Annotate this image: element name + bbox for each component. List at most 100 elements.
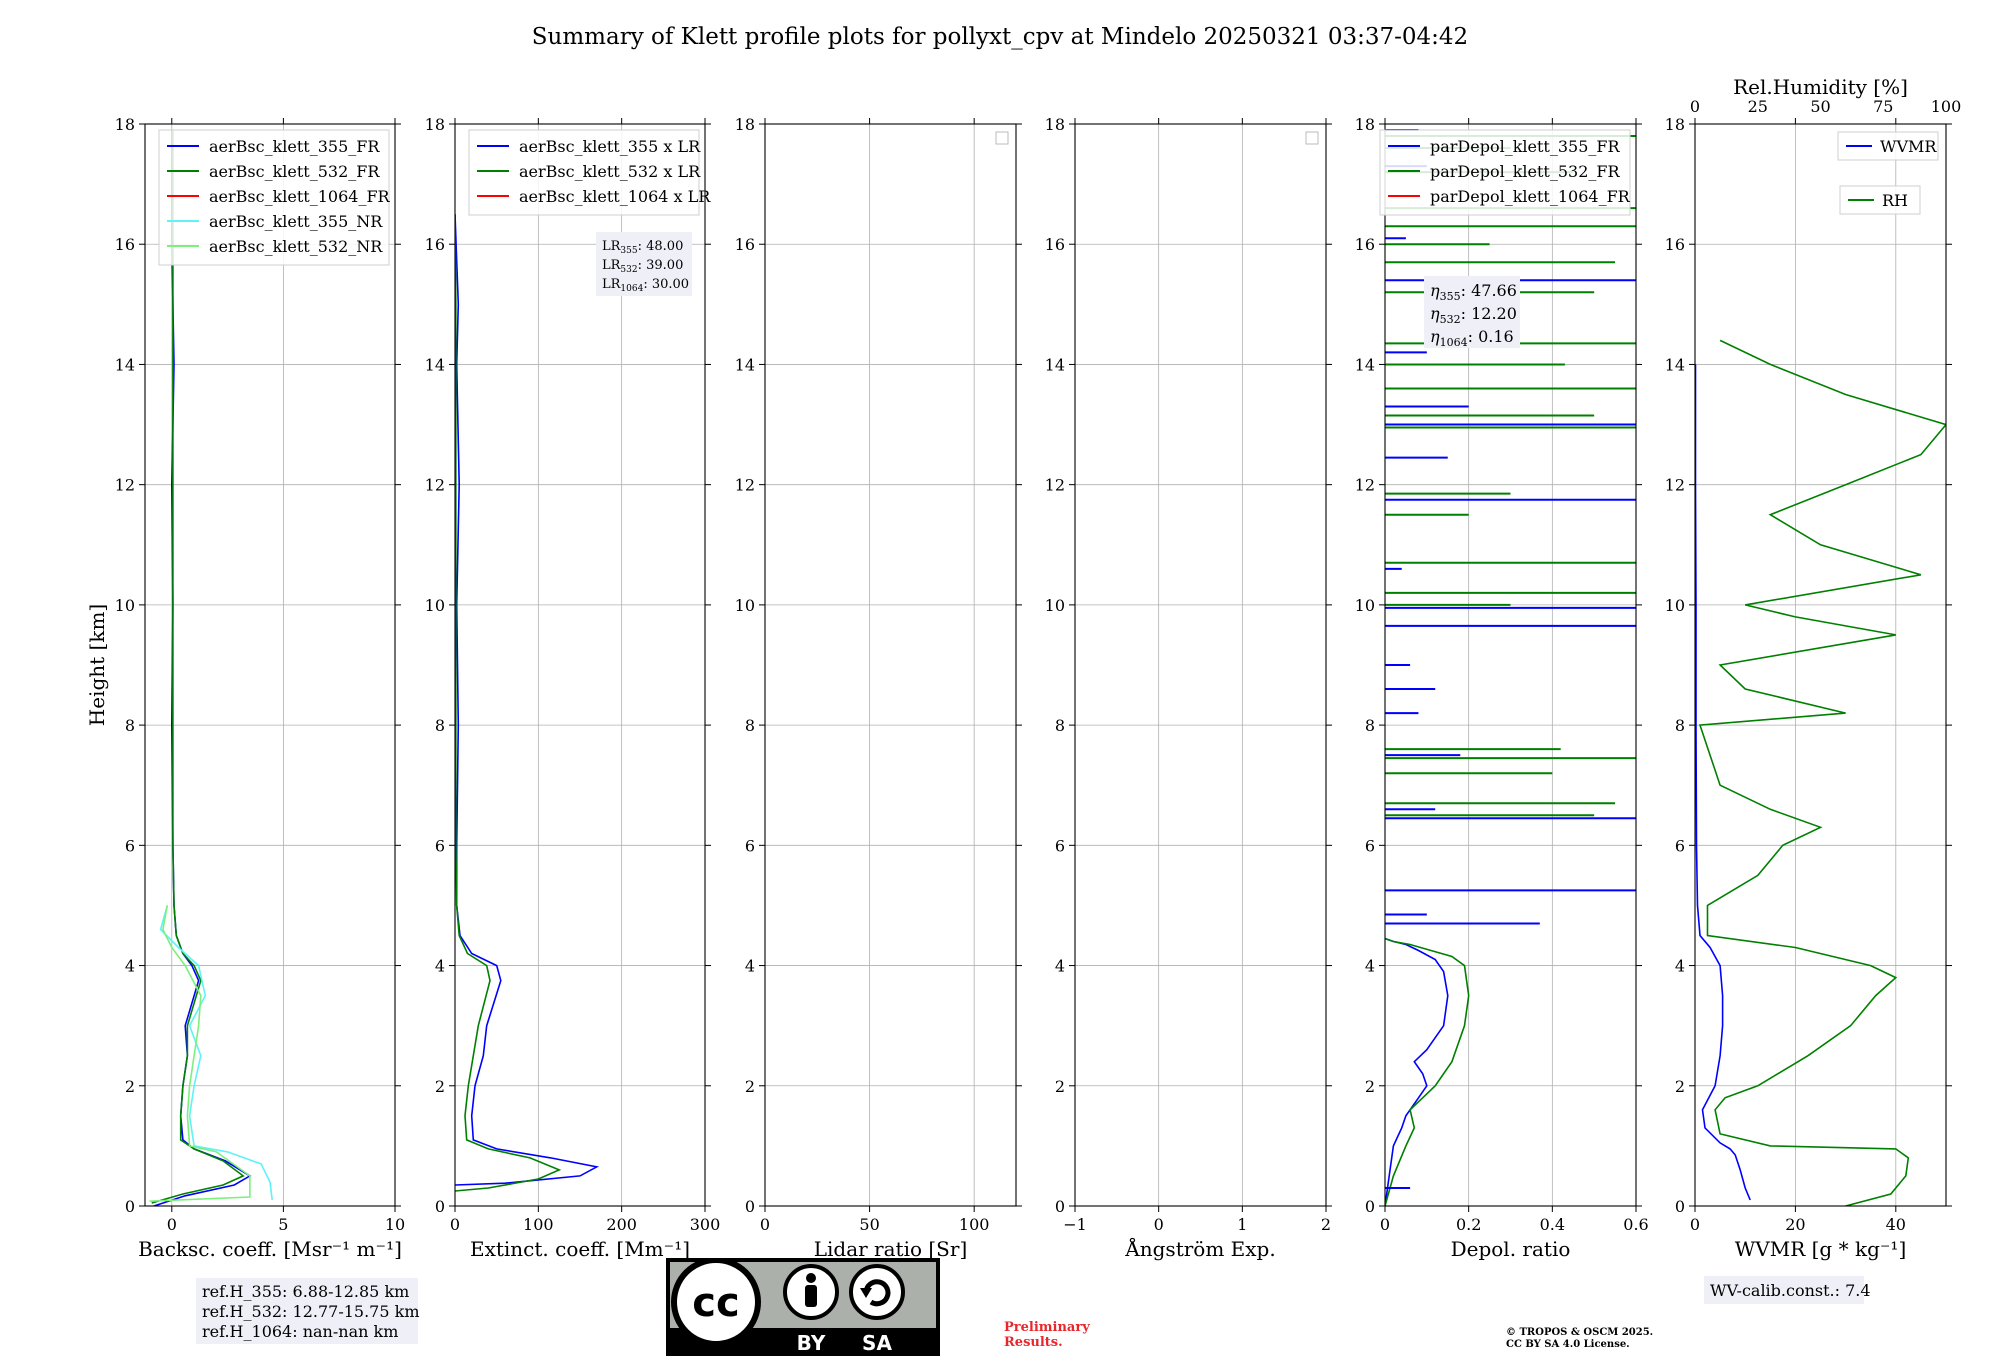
lidar-ratio-subscript: 532 <box>620 265 637 275</box>
lidar-ratio-value: 39.00 <box>646 258 683 273</box>
x-tick-label: 0 <box>1380 1215 1390 1234</box>
series-line-aerBsc_klett_355 x LR <box>455 214 600 1186</box>
top-x-tick-label: 75 <box>1873 97 1893 116</box>
top-x-tick-label: 50 <box>1810 97 1830 116</box>
eta-subscript: 1064 <box>1440 336 1468 349</box>
axes-frame <box>144 123 396 1207</box>
eta-sep: : <box>1461 281 1471 300</box>
series-line-aerBsc_klett_532_FR <box>151 130 245 1204</box>
wv-calib-box: WV-calib.const.: 7.4 <box>1704 1276 1871 1304</box>
legend-rh: RH <box>1839 185 1921 215</box>
y-tick-label: 10 <box>1045 596 1065 615</box>
series-group <box>1695 339 1946 1206</box>
y-tick-label: 12 <box>115 476 135 495</box>
x-tick-label: −1 <box>1063 1215 1087 1234</box>
legend-bsc: aerBsc_klett_355_FR aerBsc_klett_532_FRae… <box>158 129 391 266</box>
wv-calib-text: WV-calib.const.: 7.4 <box>1710 1281 1871 1300</box>
y-tick-label: 12 <box>1355 476 1375 495</box>
y-tick-label: 10 <box>115 596 135 615</box>
lidar-ratio-sep: : <box>638 239 647 254</box>
x-tick-label: 5 <box>278 1215 288 1234</box>
x-tick-label: 2 <box>1321 1215 1331 1234</box>
legend-label: RH <box>1882 191 1908 210</box>
axes-frame <box>1074 123 1327 1207</box>
series-line-parDepol_klett_532_FR <box>1385 937 1470 1206</box>
legend-ext: aerBsc_klett_355 x LR aerBsc_klett_532 x … <box>468 129 711 216</box>
y-tick-label: 10 <box>425 596 445 615</box>
x-tick-label: 0.6 <box>1623 1215 1648 1234</box>
y-tick-label: 18 <box>115 115 135 134</box>
y-tick-label: 14 <box>1355 355 1375 374</box>
legend-wvmr: WVMR <box>1837 131 1939 161</box>
y-tick-label: 18 <box>1355 115 1375 134</box>
y-tick-label: 14 <box>115 355 135 374</box>
y-tick-label: 12 <box>1665 476 1685 495</box>
y-tick-label: 10 <box>1355 596 1375 615</box>
y-tick-label: 6 <box>1055 836 1065 855</box>
figure-title: Summary of Klett profile plots for polly… <box>532 24 1468 50</box>
legend-frame <box>158 129 390 266</box>
y-tick-label: 12 <box>735 476 755 495</box>
cc-icon-label: cc <box>692 1280 739 1326</box>
x-tick-label: 1 <box>1237 1215 1247 1234</box>
lidar-ratio-value: 30.00 <box>652 277 689 292</box>
top-x-tick-label: 0 <box>1690 97 1700 116</box>
axes-frame <box>1384 123 1637 1207</box>
y-tick-label: 16 <box>1045 235 1065 254</box>
y-tick-label: 4 <box>1675 957 1685 976</box>
y-tick-label: 0 <box>1675 1197 1685 1216</box>
series-line-WVMR <box>1695 364 1751 1201</box>
y-tick-label: 0 <box>1365 1197 1375 1216</box>
y-tick-label: 10 <box>1665 596 1685 615</box>
eta-label: η532: 12.20 <box>1430 304 1517 326</box>
eta-symbol: η <box>1430 281 1440 300</box>
y-tick-label: 2 <box>1055 1077 1065 1096</box>
y-tick-label: 18 <box>735 115 755 134</box>
preliminary-line-1: Preliminary <box>1004 1320 1090 1335</box>
legend-label: aerBsc_klett_1064_FR <box>209 187 391 206</box>
series-line-parDepol_klett_355_FR <box>1385 937 1449 1206</box>
y-tick-label: 14 <box>1665 355 1685 374</box>
x-axis-label: Ångström Exp. <box>1124 1236 1275 1261</box>
y-tick-label: 8 <box>1675 716 1685 735</box>
ref-height-text: ref.H_1064: nan-nan km <box>202 1322 398 1341</box>
y-axis-label: Height [km] <box>85 604 109 726</box>
x-tick-label: 10 <box>385 1215 405 1234</box>
x-axis-label: Lidar ratio [Sr] <box>814 1237 968 1261</box>
panel-depol: 0 0.2 0.4 0.6 0 2 4 6 8 10 12 14 16 18 Depol. ratio par… <box>1355 115 1649 1261</box>
lidar-ratio-value: 48.00 <box>646 239 683 254</box>
x-tick-label: 40 <box>1886 1215 1906 1234</box>
series-line-aerBsc_klett_355_NR <box>159 905 273 1201</box>
y-tick-label: 18 <box>1045 115 1065 134</box>
cc-by-sa-badge: cc BY SA <box>666 1257 940 1356</box>
copyright-line-1: © TROPOS & OSCM 2025. <box>1506 1327 1654 1338</box>
y-tick-label: 12 <box>1045 476 1065 495</box>
x-axis-label: Backsc. coeff. [Msr⁻¹ m⁻¹] <box>138 1237 402 1261</box>
y-tick-label: 14 <box>735 355 755 374</box>
y-tick-label: 6 <box>1365 836 1375 855</box>
y-tick-label: 10 <box>735 596 755 615</box>
y-tick-label: 2 <box>745 1077 755 1096</box>
eta-value: 12.20 <box>1471 304 1517 323</box>
copyright-note: © TROPOS & OSCM 2025. CC BY SA 4.0 Licen… <box>1506 1327 1653 1351</box>
badge-sa-label: SA <box>862 1331 892 1355</box>
annotation-bg <box>196 1278 418 1344</box>
legend-frame <box>468 129 700 216</box>
x-axis-label: Extinct. coeff. [Mm⁻¹] <box>470 1237 690 1261</box>
x-tick-label: 0.2 <box>1456 1215 1481 1234</box>
legend-label: aerBsc_klett_532_FR <box>209 162 380 181</box>
y-tick-label: 4 <box>1055 957 1065 976</box>
x-axis-label: WVMR [g * kg⁻¹] <box>1735 1237 1907 1261</box>
annotation-bg <box>1424 276 1520 348</box>
lidar-ratio-label: LR355: 48.00 <box>602 239 683 256</box>
legend-frame <box>1379 129 1631 216</box>
series-line-aerBsc_klett_532 x LR <box>455 214 562 1192</box>
panel-lr: 0 50 100 0 2 4 6 8 10 12 14 16 18 Lidar ratio [Sr] <box>735 115 1022 1261</box>
y-tick-label: 16 <box>425 235 445 254</box>
eta-subscript: 355 <box>1440 290 1461 303</box>
cc-icon <box>671 1257 761 1347</box>
y-tick-label: 8 <box>1055 716 1065 735</box>
